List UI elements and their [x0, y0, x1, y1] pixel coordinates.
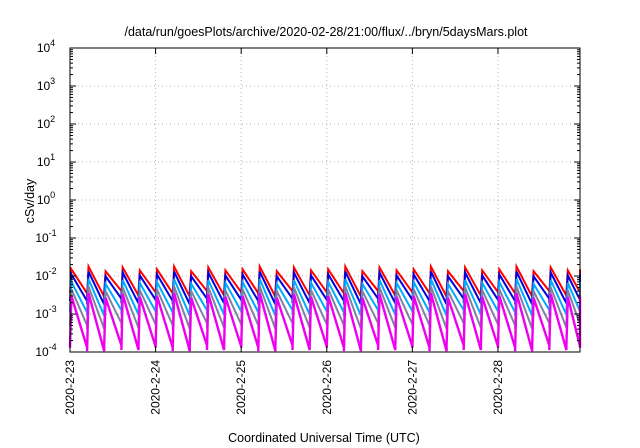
series-group	[68, 262, 582, 352]
y-axis-label: cSv/day	[23, 178, 37, 223]
x-axis: 2020-2-23 2020-2-24 2020-2-25 2020-2-26 2020…	[63, 48, 505, 415]
y-tick-label: 103	[37, 76, 55, 93]
y-tick-label: 104	[37, 38, 55, 55]
y-tick-label: 10-1	[35, 228, 56, 245]
x-tick-label: 2020-2-24	[149, 360, 163, 415]
x-tick-label: 2020-2-27	[405, 360, 419, 415]
x-tick-label: 2020-2-25	[234, 360, 248, 415]
x-axis-label: Coordinated Universal Time (UTC)	[228, 431, 420, 445]
y-tick-label: 102	[37, 114, 55, 131]
y-tick-label: 101	[37, 152, 55, 169]
y-tick-label: 100	[37, 190, 55, 207]
y-tick-label: 10-4	[35, 342, 56, 359]
x-tick-label: 2020-2-28	[491, 360, 505, 415]
x-tick-label: 2020-2-26	[320, 360, 334, 415]
y-tick-label: 10-3	[35, 304, 56, 321]
y-axis: 10-4 10-3 10-2 10-1 100 101 102 103 104	[35, 38, 580, 359]
grid	[70, 48, 580, 352]
x-tick-label: 2020-2-23	[63, 360, 77, 415]
series-line	[68, 292, 582, 352]
chart-title: /data/run/goesPlots/archive/2020-02-28/2…	[124, 25, 528, 39]
y-tick-label: 10-2	[35, 266, 56, 283]
